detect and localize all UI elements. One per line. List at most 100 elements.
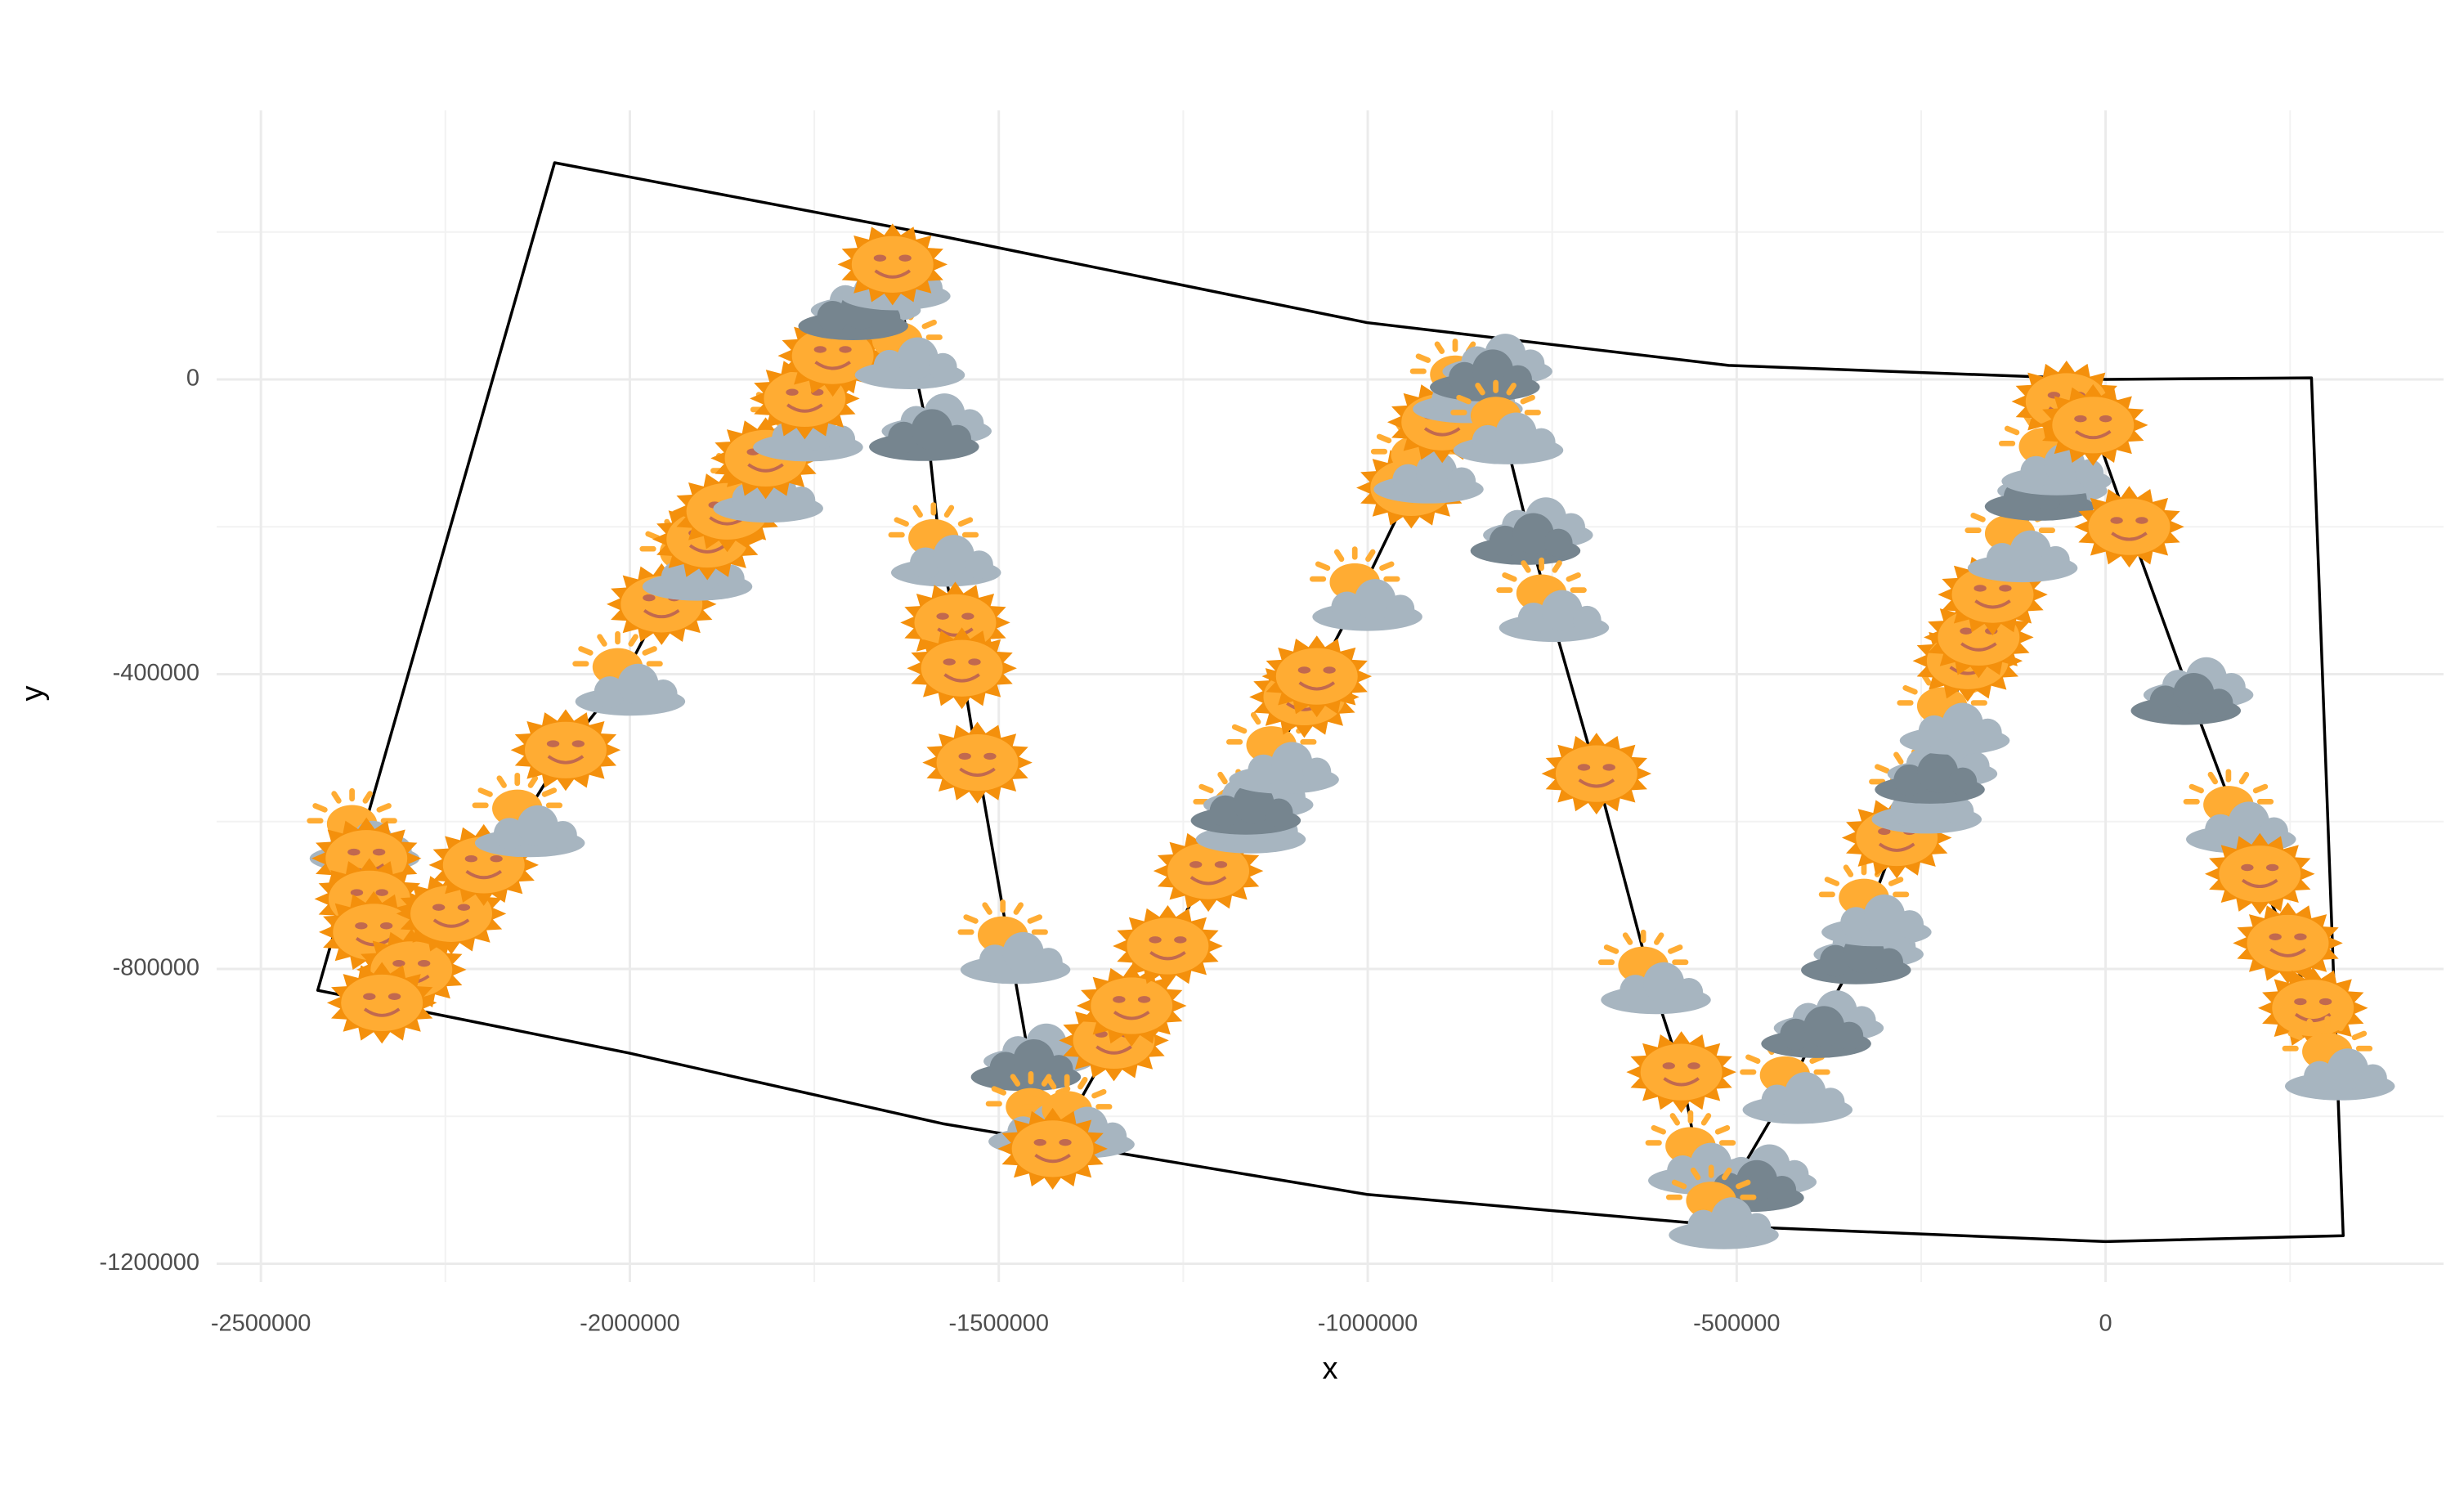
sun-ray: [2188, 783, 2204, 794]
cloud-part: [617, 663, 659, 705]
sun-ray: [1671, 1179, 1687, 1190]
sun-smile: [1113, 1011, 1150, 1020]
sun-face: [410, 885, 492, 942]
cloud-part: [1736, 1159, 1778, 1201]
cloud-part: [594, 676, 626, 708]
sun-eye: [936, 612, 949, 620]
cloud-part: [1386, 594, 1415, 623]
sun-face: [1167, 842, 1250, 899]
cloud-part: [1864, 894, 1905, 935]
cloud-part: [2075, 459, 2104, 488]
dark-icon: [2130, 657, 2254, 725]
sun-eye: [1960, 627, 1973, 635]
sun-ray: [2337, 1018, 2349, 1032]
cloud-part: [827, 425, 856, 454]
y-axis-title: y: [16, 686, 50, 702]
sun-eye: [490, 854, 503, 863]
sun-smile: [959, 767, 996, 777]
y-tick-label: -800000: [113, 955, 199, 981]
sun-ray: [1970, 513, 1986, 522]
sun-smile: [1095, 1045, 1132, 1055]
sun-ray: [1077, 1076, 1088, 1090]
sun-eye: [1033, 1138, 1046, 1146]
cloud-part: [1302, 757, 1332, 787]
sun-smile: [1578, 778, 1615, 788]
sun-smile: [2075, 429, 2112, 440]
sun-ray: [376, 803, 392, 813]
cloud-part: [1917, 751, 1959, 793]
sun-eye: [873, 254, 887, 262]
sun-eye: [1323, 666, 1336, 674]
sun-eye: [643, 594, 656, 602]
cloud-part: [943, 424, 972, 454]
sun-eye: [1189, 861, 1203, 868]
sun-eye: [943, 658, 956, 666]
sun-ray: [2238, 771, 2250, 785]
cloud-part: [1449, 361, 1481, 394]
cloud-part: [1875, 948, 1903, 977]
x-tick-label: -2500000: [211, 1311, 311, 1337]
sun-eye: [1297, 666, 1311, 674]
sun-icon: [907, 627, 1017, 710]
sun-ray: [2351, 1030, 2368, 1041]
sun-ray: [628, 634, 638, 647]
sun-ray: [1668, 944, 1683, 954]
sun-icon: [1626, 1031, 1736, 1114]
partly-icon: [1450, 379, 1564, 464]
sun-eye: [786, 388, 799, 396]
sun-icon: [510, 709, 621, 792]
sun-eye: [2294, 998, 2307, 1006]
sun-eye: [1602, 764, 1615, 771]
sun-smile: [1974, 599, 2011, 609]
dark-icon: [1875, 736, 1998, 804]
sun-ray: [477, 787, 493, 797]
sun-smile: [2269, 948, 2306, 958]
sun-eye: [2269, 933, 2282, 940]
cloud-part: [1098, 1122, 1127, 1151]
sun-eye: [392, 959, 405, 967]
sun-smile: [1298, 681, 1336, 691]
sun-ray: [1521, 560, 1531, 573]
sun-eye: [1577, 764, 1591, 771]
sun-smile: [874, 269, 912, 279]
sun-smile: [814, 361, 851, 370]
sun-icon: [1261, 635, 1373, 718]
sun-eye: [1149, 936, 1162, 944]
x-tick-label: 0: [2099, 1311, 2112, 1337]
sun-face: [2219, 845, 2301, 903]
cloud-part: [929, 352, 957, 382]
sun-face: [921, 639, 1003, 697]
sun-eye: [2318, 998, 2332, 1006]
sun-eye: [1999, 585, 2012, 592]
sun-ray: [496, 775, 507, 788]
sun-eye: [2074, 415, 2087, 423]
cloud-part: [1973, 718, 2002, 747]
sun-eye: [457, 904, 471, 911]
sun-ray: [1566, 572, 1581, 582]
sun-icon: [837, 223, 948, 306]
sun-face: [1127, 917, 1209, 975]
sun-ray: [1520, 394, 1535, 405]
sun-smile: [943, 673, 980, 683]
sun-ray: [912, 505, 923, 518]
sun-eye: [961, 612, 974, 620]
cloud-part: [1643, 962, 1685, 1003]
sun-face: [2052, 397, 2135, 454]
cloud-part: [1816, 1088, 1845, 1116]
sun-ray: [1027, 1088, 1043, 1099]
sun-face: [1555, 745, 1637, 802]
sun-smile: [1189, 876, 1227, 886]
sun-eye: [464, 854, 478, 863]
partly-icon: [957, 899, 1071, 984]
sun-icon: [2233, 902, 2343, 984]
sun-smile: [747, 463, 784, 473]
sun-icon: [326, 962, 437, 1044]
cloud-part: [1472, 349, 1513, 391]
sun-eye: [983, 752, 997, 760]
cloud-part: [1820, 944, 1852, 977]
sun-ray: [1603, 944, 1620, 954]
sun-eye: [2294, 933, 2307, 940]
sun-icon: [2038, 383, 2148, 466]
sun-ray: [1669, 1113, 1681, 1126]
